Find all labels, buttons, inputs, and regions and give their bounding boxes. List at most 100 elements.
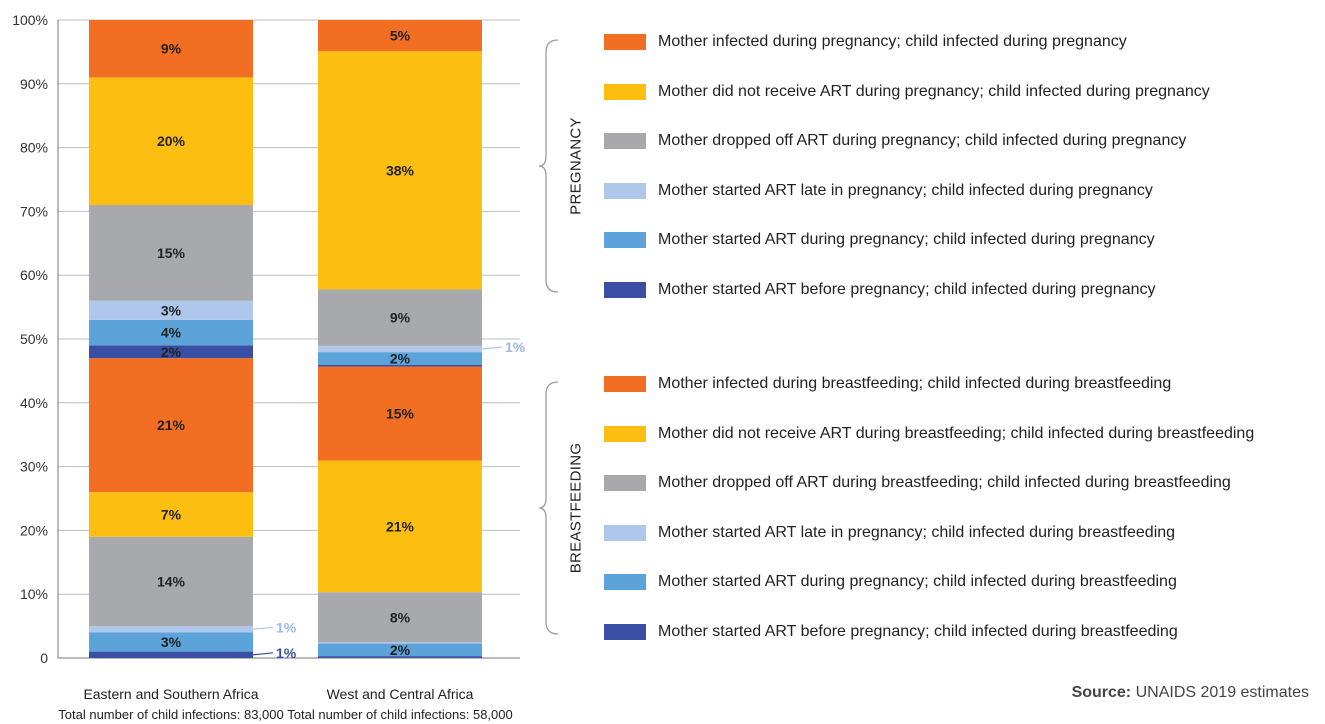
category-label: Eastern and Southern Africa xyxy=(83,686,258,702)
bar-segment xyxy=(89,651,253,658)
segment-label: 5% xyxy=(390,28,411,44)
legend-label: Mother started ART late in pregnancy; ch… xyxy=(658,181,1153,199)
legend-item: Mother dropped off ART during breastfeed… xyxy=(604,471,1231,495)
legend-group-label: PREGNANCY xyxy=(567,117,585,215)
legend-item: Mother started ART during pregnancy; chi… xyxy=(604,228,1155,252)
legend-swatch xyxy=(604,624,646,640)
bar-segment xyxy=(318,642,482,644)
bar-segment xyxy=(89,205,253,301)
segment-label: 38% xyxy=(386,162,415,178)
segment-data-labels: 3% 14% 7% 21% 2% 4% 3% 15% 20% 9% 2% 8% 21% 15% 2% 9% 38… xyxy=(157,28,415,658)
bar-segment xyxy=(89,358,253,493)
segment-label: 8% xyxy=(390,609,411,625)
y-tick-label: 20% xyxy=(20,522,48,538)
segment-label: 2% xyxy=(161,344,182,360)
segment-label: 3% xyxy=(161,634,182,650)
legend-item: Mother started ART late in pregnancy; ch… xyxy=(604,521,1175,545)
bar-segment xyxy=(89,20,253,78)
bar-segment xyxy=(318,51,482,290)
source-prefix: Source: xyxy=(1071,684,1132,701)
segment-label: 2% xyxy=(390,642,411,658)
segment-label: 4% xyxy=(161,325,182,341)
callout-labels: 1% 1% 1% xyxy=(252,339,526,661)
legend-swatch xyxy=(604,182,646,199)
bar-segment xyxy=(318,345,482,353)
bar-segment xyxy=(89,319,253,346)
group-brace xyxy=(538,381,559,635)
legend-label: Mother infected during breastfeeding; ch… xyxy=(658,375,1172,392)
callout-leader xyxy=(252,652,274,656)
bar-segment xyxy=(89,77,253,206)
legend-swatch xyxy=(604,34,646,50)
legend-swatch xyxy=(604,425,646,442)
legend-label: Mother dropped off ART during pregnancy;… xyxy=(658,132,1187,150)
legend-group-label: BREASTFEEDING xyxy=(567,442,585,574)
source-text: UNAIDS 2019 estimates xyxy=(1135,684,1309,701)
legend-item: Mother started ART during pregnancy; chi… xyxy=(604,570,1177,594)
callout-label: 1% xyxy=(276,619,297,635)
legend-swatch xyxy=(604,83,646,100)
legend-label: Mother dropped off ART during breastfeed… xyxy=(658,474,1231,492)
legend-item: Mother infected during pregnancy; child … xyxy=(604,30,1127,54)
legend-item: Mother dropped off ART during pregnancy;… xyxy=(604,129,1186,153)
legend-item: Mother infected during breastfeeding; ch… xyxy=(604,372,1171,396)
legend-label: Mother started ART during pregnancy; chi… xyxy=(658,573,1177,591)
legend-label: Mother did not receive ART during pregna… xyxy=(658,82,1210,100)
segment-label: 15% xyxy=(157,245,186,261)
legend-label: Mother started ART during pregnancy; chi… xyxy=(658,231,1155,249)
legend-swatch xyxy=(604,282,646,298)
segment-label: 21% xyxy=(157,417,186,433)
legend-item: Mother started ART before pregnancy; chi… xyxy=(604,620,1178,644)
bar-segment xyxy=(89,345,253,359)
legend-swatch xyxy=(604,574,646,591)
legend-item: Mother started ART late in pregnancy; ch… xyxy=(604,179,1153,203)
segment-label: 2% xyxy=(390,350,411,366)
x-axis-category-labels: Eastern and Southern Africa Total number … xyxy=(58,686,512,722)
legend-item: Mother did not receive ART during breast… xyxy=(604,422,1254,446)
bar-segment xyxy=(318,364,482,367)
segment-label: 20% xyxy=(157,133,186,149)
category-sublabel: Total number of child infections: 58,000 xyxy=(287,707,512,722)
segment-label: 7% xyxy=(161,506,182,522)
bars xyxy=(89,20,482,658)
bar-segment xyxy=(318,592,482,643)
legend-label: Mother infected during pregnancy; child … xyxy=(658,33,1127,50)
callout-label: 1% xyxy=(276,645,297,661)
segment-label: 21% xyxy=(386,518,415,534)
y-tick-label: 60% xyxy=(20,267,48,283)
legend-label: Mother did not receive ART during breast… xyxy=(658,424,1255,442)
y-tick-label: 40% xyxy=(20,395,48,411)
bar-segment xyxy=(318,366,482,461)
y-tick-label: 100% xyxy=(12,12,48,28)
y-tick-label: 70% xyxy=(20,203,48,219)
bar-segment xyxy=(318,352,482,365)
bar-segment xyxy=(318,656,482,658)
callout-label: 1% xyxy=(505,339,526,355)
segment-label: 15% xyxy=(386,406,415,422)
legend-swatch xyxy=(604,524,646,541)
bar-segment xyxy=(89,536,253,627)
y-tick-label: 90% xyxy=(20,76,48,92)
bar-segment xyxy=(89,626,253,633)
legend-label: Mother started ART before pregnancy; chi… xyxy=(658,623,1178,640)
legend-item: Mother did not receive ART during pregna… xyxy=(604,80,1210,104)
y-axis-tick-labels: 0 10% 20% 30% 40% 50% 60% 70% 80% 90% 100% xyxy=(12,12,48,666)
bar-segment xyxy=(89,300,253,320)
legend-swatch xyxy=(604,475,646,492)
source-note: Source: UNAIDS 2019 estimates xyxy=(1072,684,1309,702)
y-tick-label: 10% xyxy=(20,586,48,602)
legend-swatch xyxy=(604,376,646,392)
bar-segment xyxy=(89,492,253,537)
bar-segment xyxy=(318,460,482,593)
category-label: West and Central Africa xyxy=(327,686,474,702)
legend-label: Mother started ART late in pregnancy; ch… xyxy=(658,523,1176,541)
legend-swatch xyxy=(604,232,646,249)
legend-swatch xyxy=(604,133,646,150)
bar-segment xyxy=(318,289,482,346)
segment-label: 14% xyxy=(157,573,186,589)
y-tick-label: 50% xyxy=(20,331,48,347)
y-tick-label: 0 xyxy=(40,650,48,666)
segment-label: 3% xyxy=(161,302,182,318)
callout-leader xyxy=(481,346,503,350)
legend-item: Mother started ART before pregnancy; chi… xyxy=(604,278,1155,302)
